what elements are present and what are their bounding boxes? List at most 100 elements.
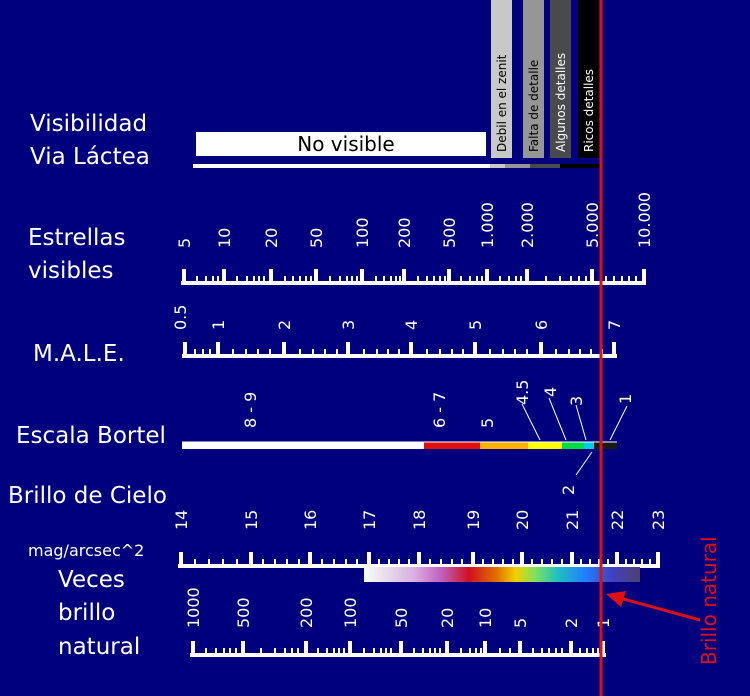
male-scale-tick [183,342,187,356]
bortle-class-label: 2 [559,485,578,495]
sky-tick-label: 23 [649,510,668,530]
sky-tick-label: 18 [410,510,429,530]
sky-scale-tick [429,559,431,566]
times-scale-tick [445,641,449,655]
stars-scale-tick [314,269,318,283]
sky-scale-tick [345,559,347,566]
times-natural-label: Veces brillo natural [58,567,141,660]
no-visible-label: No visible [297,132,394,156]
times-scale-tick [532,648,534,655]
stars-scale-tick [329,276,331,283]
bortle-segment [594,442,617,449]
times-scale-tick [363,648,365,655]
stars-scale-tick [417,276,419,283]
milky-way-level-column [550,0,571,158]
sky-scale-tick [656,552,660,566]
male-scale-tick [612,342,616,356]
stars-scale-tick [621,276,623,283]
male-scale-tick [489,349,491,356]
stars-scale-tick [481,276,483,283]
sky-scale-tick [589,559,591,566]
stars-scale-tick [356,276,358,283]
times-scale-tick [592,648,594,655]
stars-tick-label: 5 [175,238,194,248]
stars-scale-tick [258,276,260,283]
times-scale-tick [518,641,522,655]
stars-scale-tick [310,276,312,283]
times-scale-tick [390,648,392,655]
times-tick-label: 50 [392,608,411,628]
stars-tick-label: 50 [307,228,326,248]
milky-way-level-column [523,0,544,158]
times-scale-tick [569,641,573,655]
bortle-segment [528,442,562,449]
natural-arrow-head [606,591,626,607]
sky-scale-tick [398,559,400,566]
times-scale-tick [326,648,328,655]
sky-scale-tick [179,552,183,566]
bortle-leader [521,403,541,441]
times-scale-tick [241,641,245,655]
bortle-class-label: 4.5 [513,380,532,405]
times-scale-tick [223,648,225,655]
milky-way-visibility-label: Visibilidad Via Láctea [30,111,150,171]
sky-color-gradient [364,567,640,582]
male-tick-label: 3 [339,320,358,330]
male-scale-tick [462,349,464,356]
sky-scale-tick [440,559,442,566]
male-scale-tick [568,349,570,356]
times-scale-tick [579,648,581,655]
sky-scale-tick [570,552,574,566]
stars-scale-tick [217,276,219,283]
stars-scale-tick [525,269,529,283]
times-scale-tick [380,648,382,655]
bortle-leader [548,397,567,441]
sky-scale-tick [461,559,463,566]
stars-scale-tick [585,276,587,283]
male-scale-tick [299,349,301,356]
male-scale-tick [439,349,441,356]
stars-scale-tick [628,276,630,283]
male-scale-tick [409,342,413,356]
sky-scale-tick [356,559,358,566]
stars-scale-tick [605,276,607,283]
bortle-segment [182,442,424,449]
times-tick-label: 5 [511,618,530,628]
stars-scale-tick [292,276,294,283]
natural-brightness-label: Brillo natural [697,536,721,665]
bortle-segment [480,442,528,449]
times-scale-tick [586,648,588,655]
times-tick-label: 1 [594,618,613,628]
male-scale-tick [398,349,400,356]
sky-tick-label: 15 [242,510,261,530]
times-scale-tick [373,648,375,655]
stars-scale-tick [395,276,397,283]
times-tick-label: 2 [562,618,581,628]
stars-tick-label: 10 [215,228,234,248]
male-scale-tick [473,342,477,356]
stars-scale-tick [578,276,580,283]
male-scale-tick [257,349,259,356]
times-scale-tick [297,648,299,655]
male-scale-tick [269,349,271,356]
male-scale-tick [312,349,314,356]
times-tick-label: 10 [476,608,495,628]
stars-scale-tick [444,276,446,283]
times-scale-tick [338,648,340,655]
stars-scale-baseline [181,281,646,285]
stars-scale-tick [613,276,615,283]
stars-tick-label: 10.000 [635,192,654,248]
milky-way-level-label: Ricos detalles [582,69,596,152]
stars-scale-tick [299,276,301,283]
sky-scale-tick [482,559,484,566]
male-scale-tick [502,349,504,356]
stars-tick-label: 5.000 [583,202,602,248]
stars-scale-tick [375,276,377,283]
times-scale-tick [274,648,276,655]
times-scale-tick [555,648,557,655]
stars-scale-tick [339,276,341,283]
sky-scale-tick [641,559,643,566]
stars-scale-tick [590,269,594,283]
times-tick-label: 100 [341,597,360,628]
sky-scale-tick [249,552,253,566]
